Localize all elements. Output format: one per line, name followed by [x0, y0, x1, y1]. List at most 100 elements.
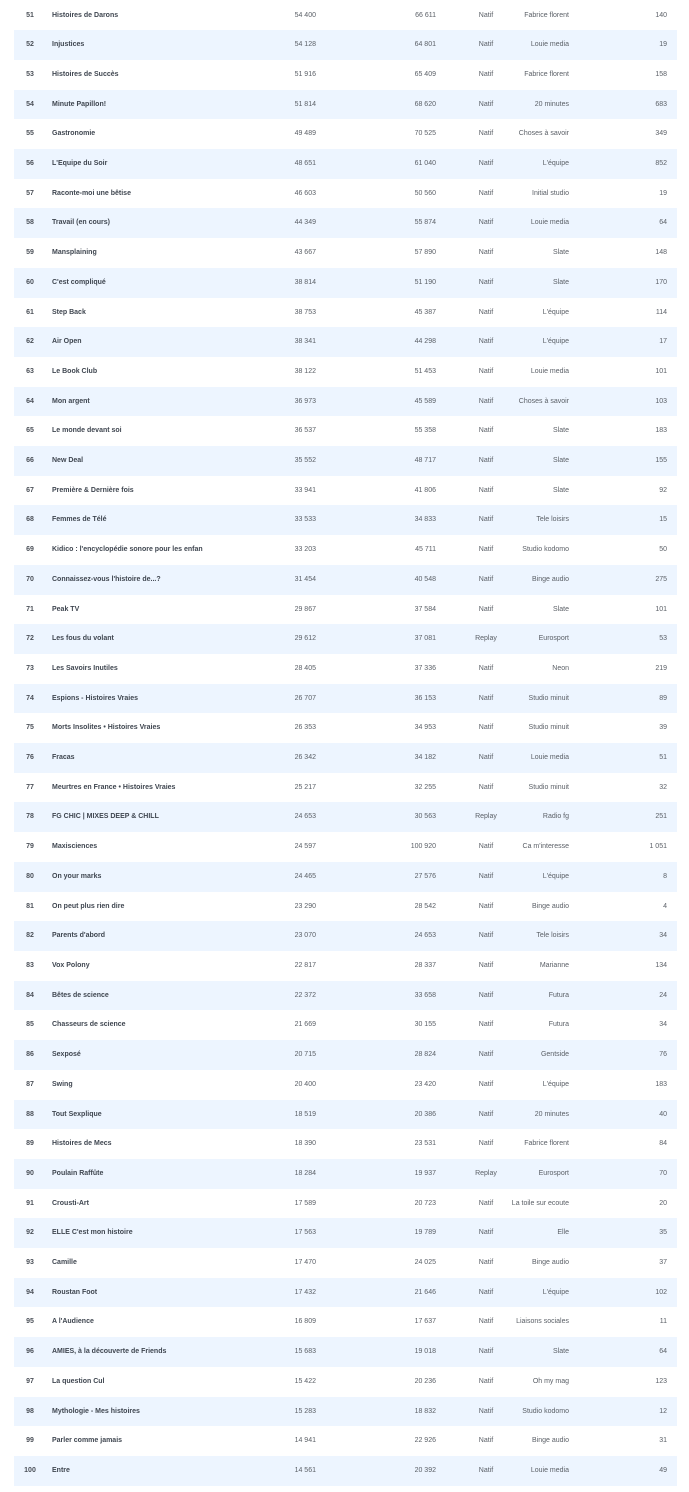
table-row[interactable]: 91 Crousti-Art 17 589 20 723 Natif La toile s… — [14, 1189, 677, 1219]
type-cell: Natif — [478, 70, 494, 78]
rank-cell: 85 — [26, 1021, 34, 1029]
value-1: 14 561 — [294, 1466, 316, 1474]
count-cell: 51 — [659, 754, 667, 762]
table-row[interactable]: 74 Espions - Histoires Vraies 26 707 36 153… — [14, 683, 677, 714]
table-row[interactable]: 57 Raconte-moi une bêtise 46 603 50 560 Nati… — [14, 179, 677, 209]
value-1: 16 809 — [294, 1318, 316, 1326]
publisher-name: Louie media — [530, 1466, 569, 1474]
count-cell: 4 — [663, 902, 667, 910]
table-row[interactable]: 56 L'Equipe du Soir 48 651 61 040 Natif L'équ… — [14, 149, 677, 179]
table-row[interactable]: 76 Fracas 26 342 34 182 Natif Louie media 51 — [14, 743, 677, 773]
value-1: 36 973 — [294, 397, 316, 405]
value-2: 45 589 — [414, 397, 436, 405]
podcast-name: Minute Papillon! — [52, 100, 107, 108]
table-row[interactable]: 92 ELLE C'est mon histoire 17 563 19 789 Nat… — [14, 1218, 677, 1249]
table-row[interactable]: 94 Roustan Foot 17 432 21 646 Natif L'équipe 1… — [14, 1277, 677, 1308]
table-row[interactable]: 99 Parler comme jamais 14 941 22 926 Natif Bi… — [14, 1426, 677, 1456]
table-row[interactable]: 71 Peak TV 29 867 37 584 Natif Slate 101 — [14, 595, 677, 625]
type-cell: Natif — [478, 843, 494, 851]
table-row[interactable]: 88 Tout Sexplique 18 519 20 386 Natif 20 minu… — [14, 1099, 677, 1130]
podcast-name: Les fous du volant — [52, 635, 114, 643]
value-1: 17 589 — [294, 1199, 316, 1207]
table-row[interactable]: 54 Minute Papillon! 51 814 68 620 Natif 20 mi… — [14, 89, 677, 120]
count-cell: 50 — [659, 546, 667, 554]
table-row[interactable]: 61 Step Back 38 753 45 387 Natif L'équipe 114 — [14, 298, 677, 328]
table-row[interactable]: 68 Femmes de Télé 33 533 34 833 Natif Tele lo… — [14, 505, 677, 536]
podcast-name: La question Cul — [52, 1377, 105, 1385]
table-row[interactable]: 63 Le Book Club 38 122 51 453 Natif Louie med… — [14, 357, 677, 387]
podcast-name: Crousti-Art — [52, 1199, 89, 1207]
table-row[interactable]: 55 Gastronomie 49 489 70 525 Natif Choses à s… — [14, 119, 677, 149]
table-row[interactable]: 72 Les fous du volant 29 612 37 081 Replay Eu… — [14, 624, 677, 654]
table-row[interactable]: 69 Kidico : l'encyclopédie sonore pour le… — [14, 535, 677, 565]
value-2: 51 190 — [414, 278, 436, 286]
table-row[interactable]: 53 Histoires de Succès 51 916 65 409 Natif Fa… — [14, 60, 677, 90]
publisher-name: Louie media — [530, 219, 569, 227]
podcast-name: Raconte-moi une bêtise — [52, 189, 131, 197]
type-cell: Natif — [478, 1318, 494, 1326]
rank-cell: 74 — [26, 694, 34, 702]
value-1: 51 916 — [294, 70, 316, 78]
publisher-name: Slate — [553, 457, 569, 465]
type-cell: Natif — [478, 100, 494, 108]
type-cell: Natif — [478, 1377, 494, 1385]
type-cell: Natif — [478, 754, 494, 762]
table-row[interactable]: 85 Chasseurs de science 21 669 30 155 Natif F… — [14, 1010, 677, 1040]
value-1: 51 814 — [294, 100, 316, 108]
podcast-name: Entre — [52, 1466, 70, 1474]
table-row[interactable]: 93 Camille 17 470 24 025 Natif Binge audio 37 — [14, 1248, 677, 1278]
table-row[interactable]: 84 Bêtes de science 22 372 33 658 Natif Futur… — [14, 980, 677, 1011]
publisher-name: Eurosport — [538, 1169, 569, 1177]
table-row[interactable]: 87 Swing 20 400 23 420 Natif L'équipe 183 — [14, 1070, 677, 1100]
type-cell: Natif — [478, 1407, 494, 1415]
count-cell: 34 — [659, 1021, 667, 1029]
rank-cell: 91 — [26, 1199, 34, 1207]
table-row[interactable]: 73 Les Savoirs Inutiles 28 405 37 336 Natif N… — [14, 654, 677, 684]
table-row[interactable]: 52 Injustices 54 128 64 801 Natif Louie media… — [14, 30, 677, 60]
value-1: 17 470 — [294, 1259, 316, 1267]
table-row[interactable]: 78 FG CHIC | MIXES DEEP & CHILL 24 653 30 5… — [14, 802, 677, 833]
table-row[interactable]: 98 Mythologie - Mes histoires 15 283 18 832… — [14, 1396, 677, 1427]
table-row[interactable]: 81 On peut plus rien dire 23 290 28 542 Nati… — [14, 892, 677, 922]
table-row[interactable]: 59 Mansplaining 43 667 57 890 Natif Slate 148 — [14, 238, 677, 268]
count-cell: 24 — [659, 991, 667, 999]
table-row[interactable]: 62 Air Open 38 341 44 298 Natif L'équipe 17 — [14, 327, 677, 357]
table-row[interactable]: 82 Parents d'abord 23 070 24 653 Natif Tele l… — [14, 921, 677, 951]
table-row[interactable]: 51 Histoires de Darons 54 400 66 611 Natif Fa… — [14, 1, 677, 31]
rank-cell: 65 — [26, 427, 34, 435]
rank-cell: 57 — [26, 189, 34, 197]
table-row[interactable]: 89 Histoires de Mecs 18 390 23 531 Natif Fabr… — [14, 1129, 677, 1159]
publisher-name: Slate — [553, 605, 569, 613]
value-2: 55 358 — [414, 427, 436, 435]
table-row[interactable]: 67 Première & Dernière fois 33 941 41 806 Na… — [14, 476, 677, 506]
table-row[interactable]: 65 Le monde devant soi 36 537 55 358 Natif Sl… — [14, 416, 677, 446]
publisher-name: L'équipe — [542, 338, 569, 346]
table-row[interactable]: 100 Entre 14 561 20 392 Natif Louie media 49 — [14, 1455, 677, 1486]
table-row[interactable]: 70 Connaissez-vous l'histoire de...? 31 45… — [14, 564, 677, 595]
table-row[interactable]: 86 Sexposé 20 715 28 824 Natif Gentside 76 — [14, 1040, 677, 1070]
rank-cell: 86 — [26, 1051, 34, 1059]
table-row[interactable]: 58 Travail (en cours) 44 349 55 874 Natif Lou… — [14, 208, 677, 239]
table-row[interactable]: 95 A l'Audience 16 809 17 637 Natif Liaisons … — [14, 1307, 677, 1337]
table-row[interactable]: 96 AMIES, à la découverte de Friends 15 68… — [14, 1337, 677, 1367]
table-row[interactable]: 97 La question Cul 15 422 20 236 Natif Oh my … — [14, 1367, 677, 1397]
table-row[interactable]: 64 Mon argent 36 973 45 589 Natif Choses à sa… — [14, 386, 677, 417]
table-row[interactable]: 66 New Deal 35 552 48 717 Natif Slate 155 — [14, 446, 677, 476]
podcast-name: Le monde devant soi — [52, 427, 122, 435]
publisher-name: Slate — [553, 486, 569, 494]
table-row[interactable]: 60 C'est compliqué 38 814 51 190 Natif Slate 1… — [14, 267, 677, 298]
table-row[interactable]: 75 Morts Insolites • Histoires Vraies 26 3… — [14, 713, 677, 743]
table-row[interactable]: 83 Vox Polony 22 817 28 337 Natif Marianne 134 — [14, 951, 677, 981]
table-row[interactable]: 77 Meurtres en France • Histoires Vraies 2… — [14, 773, 677, 803]
table-row[interactable]: 90 Poulain Raffûte 18 284 19 937 Replay Euros… — [14, 1158, 677, 1189]
publisher-name: Neon — [552, 664, 569, 672]
type-cell: Natif — [478, 991, 494, 999]
table-row[interactable]: 80 On your marks 24 465 27 576 Natif L'équipe… — [14, 861, 677, 892]
table-row[interactable]: 79 Maxisciences 24 597 100 920 Natif Ca m'int… — [14, 832, 677, 862]
publisher-name: Studio minuit — [528, 783, 569, 791]
podcast-name: On peut plus rien dire — [52, 902, 125, 910]
podcast-name: Le Book Club — [52, 367, 98, 375]
count-cell: 89 — [659, 694, 667, 702]
count-cell: 683 — [655, 100, 667, 108]
count-cell: 140 — [655, 11, 667, 19]
